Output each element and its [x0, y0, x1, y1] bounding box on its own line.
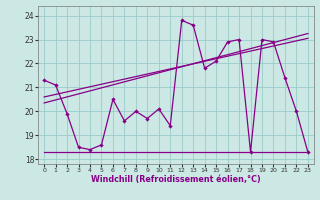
X-axis label: Windchill (Refroidissement éolien,°C): Windchill (Refroidissement éolien,°C) [91, 175, 261, 184]
